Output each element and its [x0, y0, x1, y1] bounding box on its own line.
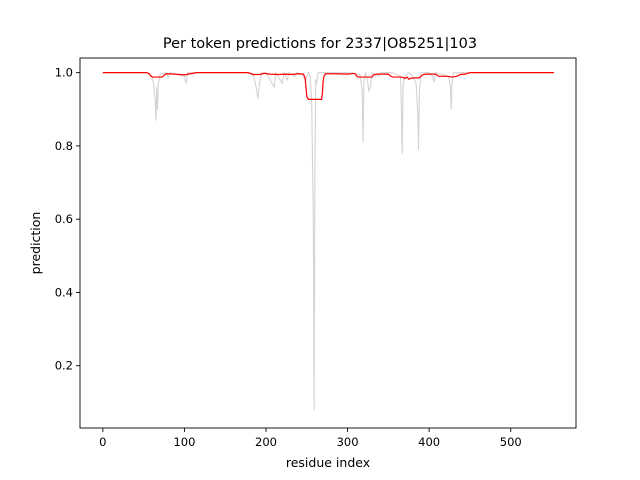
y-tick-label: 0.6: [55, 212, 73, 226]
chart-title: Per token predictions for 2337|O85251|10…: [163, 36, 477, 52]
x-tick-label: 200: [255, 435, 277, 449]
y-tick-label: 0.2: [55, 359, 73, 373]
y-axis-label: prediction: [28, 212, 43, 275]
x-tick-label: 100: [173, 435, 195, 449]
y-tick-label: 1.0: [55, 66, 73, 80]
x-tick-label: 0: [99, 435, 106, 449]
x-axis: 0 100 200 300 400 500: [99, 428, 522, 449]
plot-area: [102, 72, 554, 411]
series-line-0: [102, 72, 554, 411]
x-tick-label: 400: [418, 435, 440, 449]
y-tick-label: 0.4: [55, 285, 73, 299]
y-tick-label: 0.8: [55, 139, 73, 153]
series-line-1: [102, 72, 554, 101]
x-tick-label: 300: [337, 435, 359, 449]
axes-frame: [79, 57, 577, 429]
y-axis: 0.2 0.4 0.6 0.8 1.0: [55, 66, 80, 373]
x-tick-label: 500: [500, 435, 522, 449]
x-axis-label: residue index: [286, 455, 370, 470]
